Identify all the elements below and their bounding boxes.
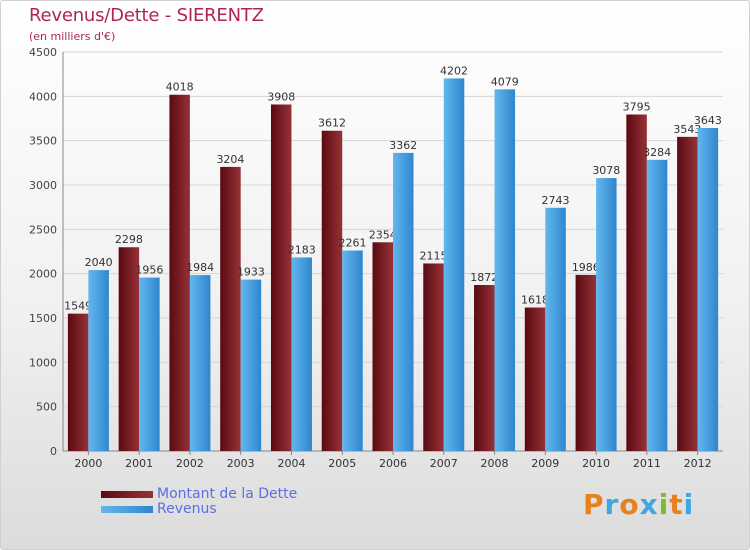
proxiti-logo: Proxiti: [583, 488, 694, 521]
bar-revenus: [697, 127, 719, 451]
x-tick-label: 2011: [633, 457, 661, 470]
bar-revenus: [189, 275, 211, 451]
bar-revenus: [240, 279, 262, 451]
y-tick-label: 3500: [29, 135, 57, 148]
y-tick-label: 2000: [29, 268, 57, 281]
data-label-dette: 3908: [267, 90, 295, 103]
x-tick-label: 2007: [430, 457, 458, 470]
chart-title: Revenus/Dette - SIERENTZ: [29, 5, 264, 26]
logo-letter: P: [583, 488, 605, 521]
data-label-revenus: 1933: [237, 266, 265, 279]
bar-dette: [220, 166, 241, 452]
data-label-dette: 2354: [369, 228, 397, 241]
bar-revenus: [139, 277, 160, 451]
data-label-revenus: 1984: [186, 261, 214, 274]
bar-dette: [677, 136, 698, 451]
y-tick-label: 2500: [29, 223, 57, 236]
y-tick-label: 500: [36, 401, 57, 414]
logo-letter: i: [683, 488, 695, 521]
x-tick-label: 2006: [379, 457, 407, 470]
x-tick-label: 2001: [125, 457, 153, 470]
logo-letter: i: [658, 488, 670, 521]
x-tick-label: 2004: [277, 457, 305, 470]
legend-label-dette: Montant de la Dette: [157, 486, 298, 502]
y-tick-label: 1500: [29, 312, 57, 325]
data-label-revenus: 3284: [643, 146, 671, 159]
chart-subtitle: (en milliers d'€): [29, 30, 116, 43]
data-label-dette: 3795: [623, 101, 651, 114]
y-tick-label: 1000: [29, 356, 57, 369]
legend-swatch-revenus: [101, 506, 153, 513]
data-label-dette: 1549: [64, 300, 92, 313]
data-label-revenus: 3362: [389, 139, 417, 152]
bar-dette: [524, 307, 546, 451]
data-label-revenus: 2183: [288, 243, 316, 256]
x-tick-label: 2009: [531, 457, 559, 470]
data-label-revenus: 3643: [694, 114, 722, 127]
x-tick-label: 2002: [176, 457, 204, 470]
legend-item-dette: Montant de la Dette: [101, 487, 297, 502]
bar-dette: [169, 94, 190, 451]
data-label-revenus: 2040: [85, 256, 113, 269]
logo-letter: x: [639, 488, 659, 521]
bar-dette: [270, 104, 292, 452]
bar-dette: [474, 285, 495, 451]
bar-revenus: [291, 257, 312, 451]
legend-item-revenus: Revenus: [101, 502, 297, 517]
data-label-dette: 3612: [318, 117, 346, 130]
logo-letter: r: [604, 488, 620, 521]
bar-dette: [423, 263, 444, 451]
data-label-revenus: 2743: [542, 194, 570, 207]
bar-revenus: [88, 270, 109, 451]
legend: Montant de la Dette Revenus: [101, 487, 297, 517]
data-label-revenus: 4079: [491, 75, 519, 88]
bar-dette: [118, 247, 140, 451]
x-tick-label: 2010: [582, 457, 610, 470]
bar-dette: [575, 274, 597, 451]
bar-dette: [321, 130, 343, 451]
bar-revenus: [545, 207, 566, 451]
bar-revenus: [443, 78, 465, 451]
logo-letter: t: [669, 488, 684, 521]
legend-label-revenus: Revenus: [157, 501, 217, 517]
y-tick-label: 4000: [29, 90, 57, 103]
y-tick-label: 4500: [29, 46, 57, 59]
data-label-dette: 1618: [521, 294, 549, 307]
bar-dette: [626, 114, 647, 451]
x-tick-label: 2012: [684, 457, 712, 470]
x-tick-label: 2008: [481, 457, 509, 470]
data-label-revenus: 2261: [338, 237, 366, 250]
x-tick-label: 2005: [328, 457, 356, 470]
bar-revenus: [393, 152, 414, 452]
bar-revenus: [646, 159, 668, 451]
y-tick-label: 0: [50, 445, 57, 458]
bar-revenus: [342, 250, 363, 451]
bar-dette: [67, 313, 89, 451]
data-label-dette: 1872: [470, 271, 498, 284]
data-label-revenus: 4202: [440, 64, 468, 77]
bar-revenus: [494, 89, 516, 451]
bar-dette: [372, 242, 393, 451]
data-label-dette: 2298: [115, 233, 143, 246]
data-label-dette: 4018: [166, 81, 194, 94]
legend-swatch-dette: [101, 491, 153, 498]
data-label-dette: 1986: [572, 261, 600, 274]
data-label-revenus: 1956: [135, 264, 163, 277]
data-label-revenus: 3078: [592, 164, 620, 177]
data-label-dette: 2115: [420, 249, 448, 262]
y-tick-label: 3000: [29, 179, 57, 192]
logo-letter: o: [619, 488, 640, 521]
bar-revenus: [596, 178, 617, 452]
data-label-dette: 3204: [216, 153, 244, 166]
x-tick-label: 2003: [227, 457, 255, 470]
x-tick-label: 2000: [74, 457, 102, 470]
data-label-dette: 3543: [673, 123, 701, 136]
